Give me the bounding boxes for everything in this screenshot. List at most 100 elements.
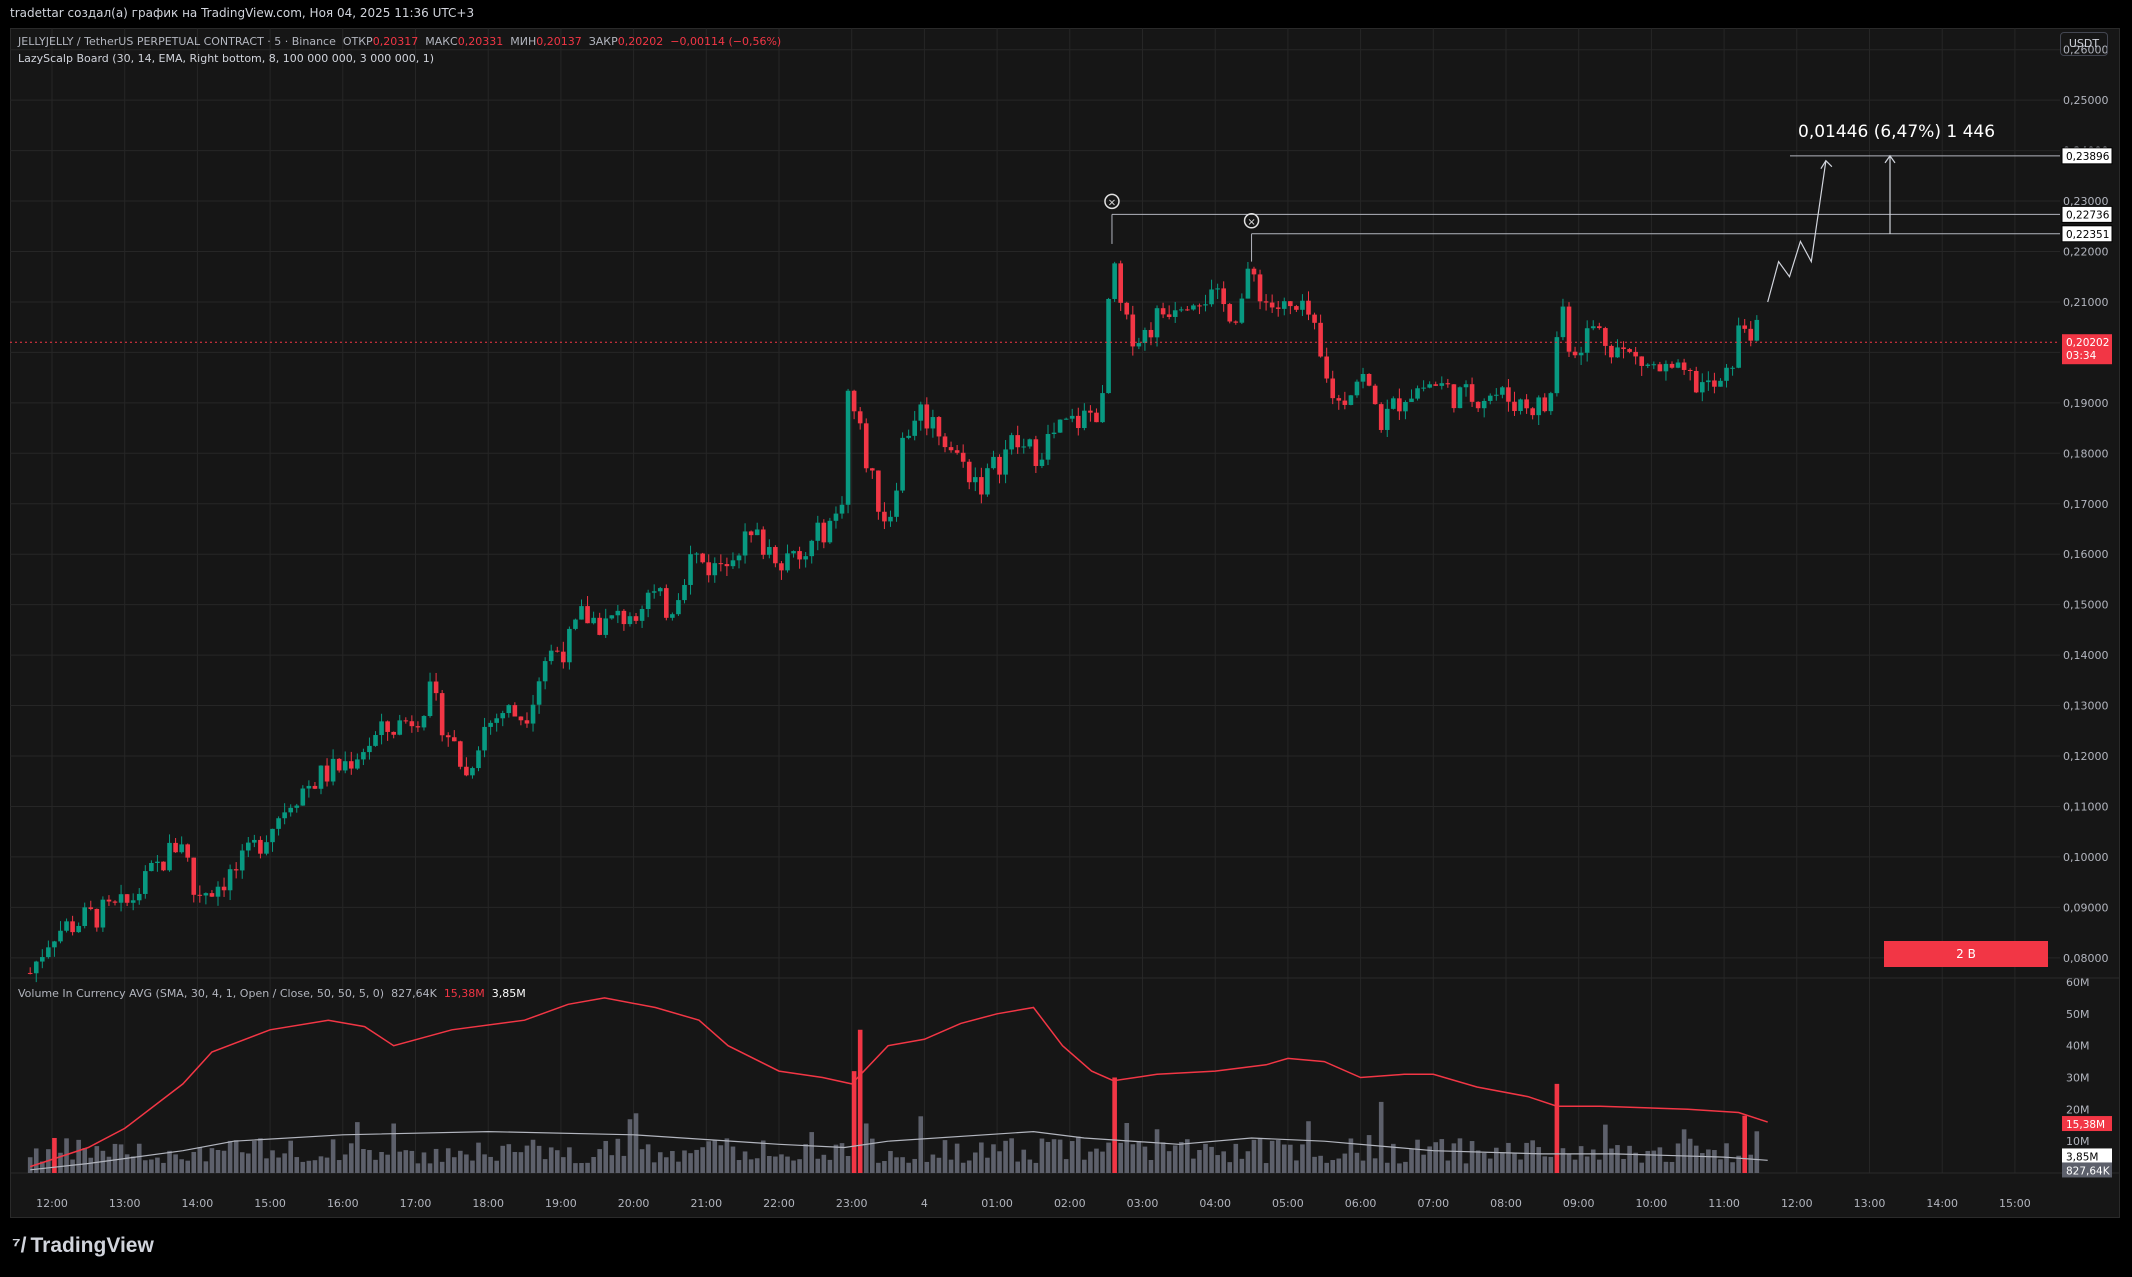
candle-body (1378, 404, 1384, 430)
volume-bar (500, 1145, 506, 1173)
volume-bar (52, 1137, 57, 1173)
price-tick-label: 0,15000 (2063, 599, 2109, 612)
candle-body (821, 522, 827, 543)
volume-bar (464, 1154, 469, 1173)
time-tick-label: 08:00 (1490, 1197, 1522, 1210)
footer-bar (0, 1218, 2132, 1277)
candle-body (409, 721, 415, 727)
volume-bar (179, 1159, 184, 1173)
candle-body (1348, 395, 1354, 405)
volume-bar (1748, 1154, 1754, 1173)
candle-body (918, 404, 924, 421)
candle-body (1221, 288, 1226, 305)
volume-bar (1730, 1162, 1735, 1173)
current-price-tag-bg (2062, 334, 2112, 365)
volume-bar (1245, 1151, 1251, 1173)
time-tick-label: 05:00 (1272, 1197, 1304, 1210)
candle-body (845, 390, 851, 505)
time-tick-label: 13:00 (1854, 1197, 1886, 1210)
volume-bar (1469, 1141, 1475, 1173)
volume-bar (1439, 1139, 1445, 1173)
candle-body (1706, 380, 1711, 383)
candle-body (1572, 351, 1578, 356)
candle-body (924, 404, 930, 429)
time-tick-label: 12:00 (1781, 1197, 1813, 1210)
candle-body (1172, 310, 1178, 317)
volume-bar (58, 1152, 63, 1173)
candle-body (348, 761, 354, 769)
indicator-legend[interactable]: LazyScalp Board (30, 14, EMA, Right bott… (18, 52, 434, 65)
candle-body (130, 900, 136, 903)
candle-body (815, 522, 821, 541)
open-value: 0,20317 (372, 35, 419, 48)
candle-body (1082, 410, 1087, 429)
volume-bar (233, 1140, 239, 1173)
symbol-name[interactable]: JELLYJELLY / TetherUS PERPETUAL CONTRACT… (18, 35, 336, 48)
volume-bar (567, 1147, 572, 1173)
volume-bar (1481, 1152, 1487, 1173)
volume-legend[interactable]: Volume In Currency AVG (SMA, 30, 4, 1, O… (18, 987, 526, 1000)
candle-body (197, 894, 203, 896)
candle-body (621, 610, 627, 625)
volume-bar (391, 1123, 396, 1173)
volume-bar (1300, 1144, 1305, 1173)
volume-bar (1421, 1154, 1426, 1173)
volume-bar (888, 1151, 893, 1173)
candle-body (1112, 263, 1117, 299)
volume-bar (421, 1152, 427, 1173)
candle-body (548, 650, 554, 662)
candle-body (1021, 446, 1027, 448)
candle-body (336, 758, 342, 771)
candle-body (1463, 384, 1469, 388)
candle-body (1548, 393, 1554, 412)
volume-bar (894, 1157, 899, 1173)
low-value: 0,20137 (536, 35, 582, 48)
volume-bar (1675, 1143, 1681, 1173)
candle-body (1300, 300, 1305, 310)
candle-body (1039, 459, 1045, 466)
volume-indicator-name[interactable]: Volume In Currency AVG (SMA, 30, 4, 1, O… (18, 987, 385, 1000)
volume-bar (397, 1151, 403, 1173)
candle-body (1663, 363, 1669, 372)
volume-bar (906, 1162, 911, 1173)
volume-tag-avg: 15,38M (2066, 1119, 2105, 1131)
price-chart-svg[interactable]: 0,260000,250000,240000,230000,220000,210… (0, 0, 2132, 1218)
volume-bar (803, 1144, 808, 1173)
volume-bar (972, 1152, 978, 1173)
price-tick-label: 0,18000 (2063, 447, 2109, 460)
candle-body (1397, 398, 1402, 412)
target-price-tag-bg (2061, 147, 2113, 165)
volume-bar (1451, 1143, 1457, 1173)
volume-bar (1693, 1145, 1699, 1173)
volume-bar (1336, 1158, 1342, 1173)
candle-body (1288, 301, 1293, 307)
volume-bar (494, 1160, 499, 1173)
volume-bar (294, 1157, 300, 1173)
candle-body (1239, 298, 1245, 323)
candle-body (155, 861, 160, 864)
candle-body (1584, 328, 1590, 353)
candle-body (754, 529, 760, 536)
symbol-legend[interactable]: JELLYJELLY / TetherUS PERPETUAL CONTRACT… (18, 35, 781, 48)
candle-body (1197, 305, 1202, 307)
tradingview-logo[interactable]: ⁷/TradingView (12, 1234, 154, 1258)
volume-tag-current: 827,64K (2066, 1165, 2111, 1177)
candle-body (1724, 367, 1729, 381)
volume-bar (124, 1154, 130, 1173)
candle-body (100, 899, 106, 928)
volume-value-3: 3,85M (491, 987, 526, 1000)
volume-bar (1233, 1143, 1239, 1173)
candle-body (1191, 305, 1196, 310)
volume-bar (227, 1140, 233, 1173)
volume-tick-label: 50M (2066, 1008, 2090, 1021)
volume-bar (1106, 1142, 1111, 1173)
candle-body (288, 807, 293, 813)
currency-button[interactable]: USDT (2060, 32, 2108, 56)
volume-bar (1433, 1142, 1439, 1173)
volume-bar (1603, 1124, 1608, 1173)
volume-bar (748, 1159, 754, 1173)
price-tick-label: 0,25000 (2063, 94, 2109, 107)
candle-body (1384, 408, 1390, 430)
volume-bar (270, 1150, 275, 1173)
candle-body (1306, 300, 1311, 315)
